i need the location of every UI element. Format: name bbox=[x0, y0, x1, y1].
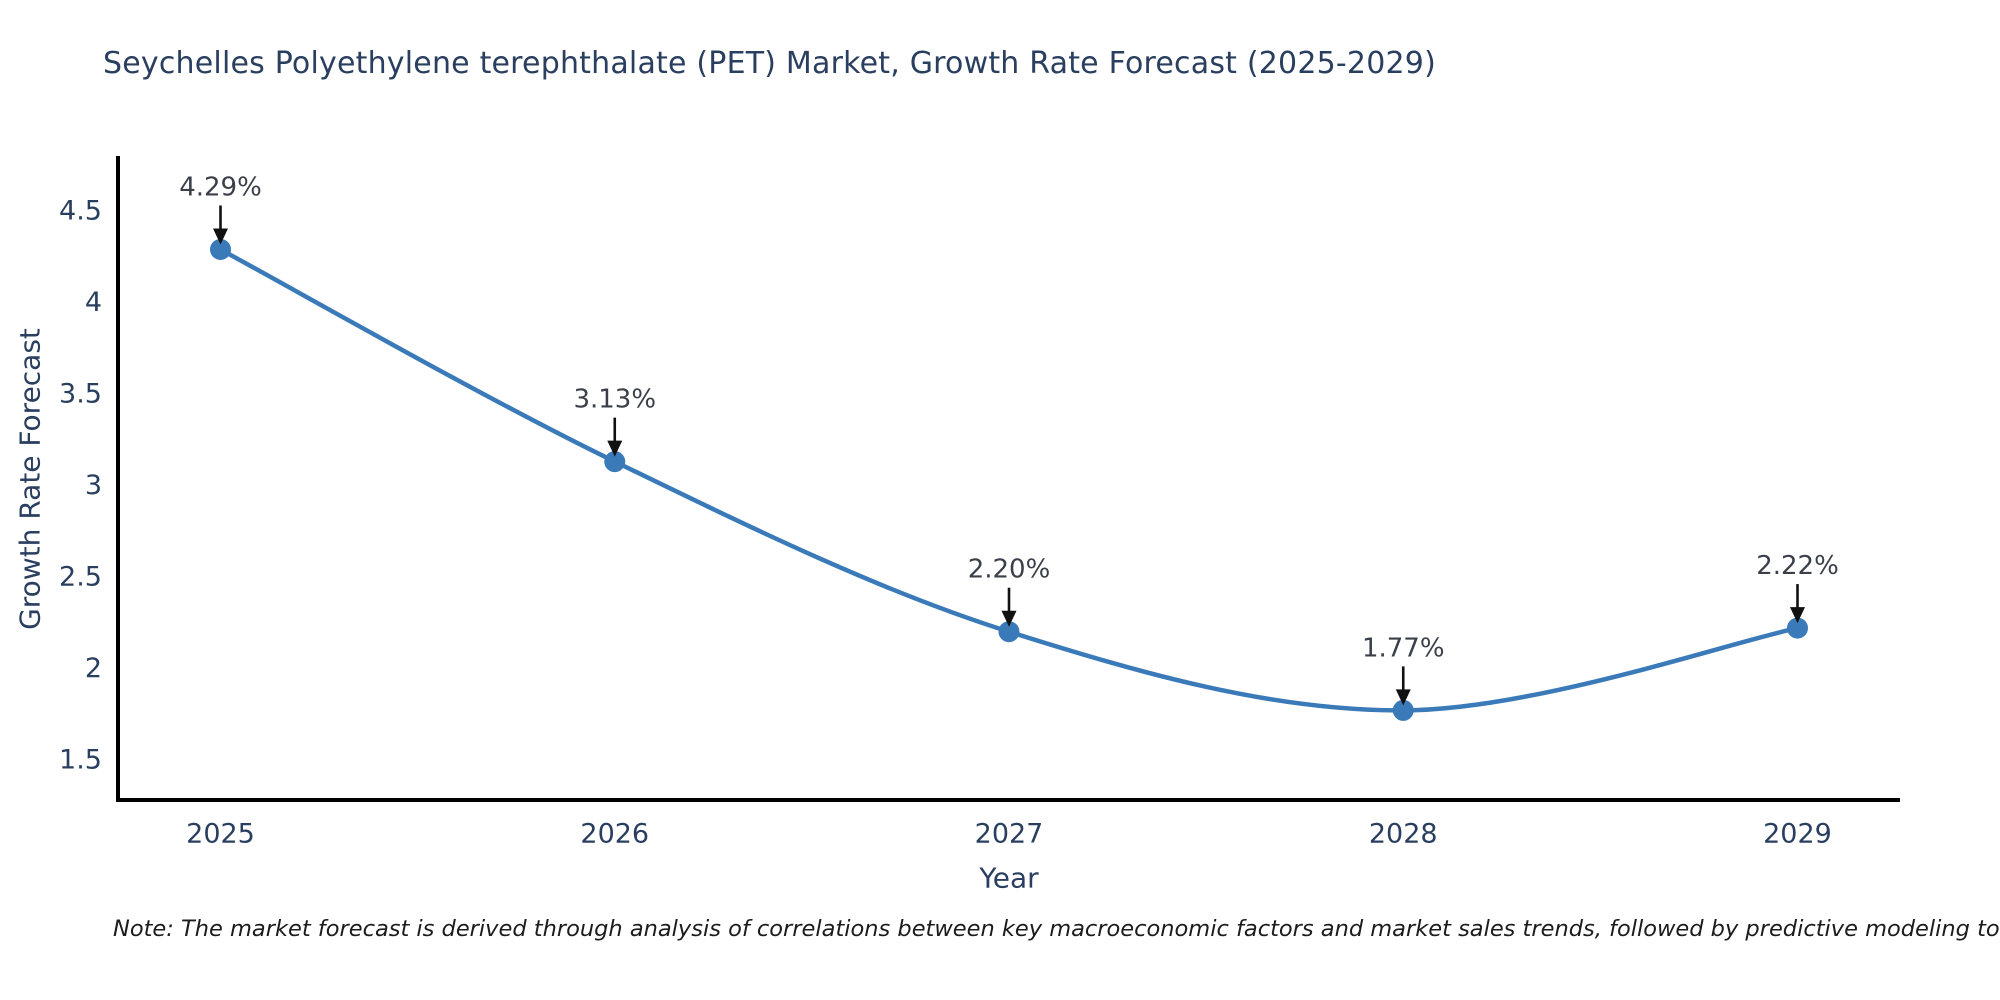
annotation-arrowhead bbox=[1395, 689, 1411, 706]
data-point-marker bbox=[1392, 699, 1414, 721]
annotation-arrowhead bbox=[1001, 610, 1017, 627]
data-point-marker bbox=[1786, 617, 1808, 639]
annotation-label: 1.77% bbox=[1362, 633, 1445, 663]
y-tick-label: 3.5 bbox=[59, 378, 102, 409]
y-tick-label: 2 bbox=[85, 653, 102, 684]
x-tick-label: 2027 bbox=[975, 819, 1044, 850]
y-tick-label: 2.5 bbox=[59, 561, 102, 592]
x-tick-label: 2025 bbox=[186, 819, 255, 850]
annotation-label: 2.20% bbox=[968, 555, 1051, 585]
y-tick-label: 4.5 bbox=[59, 196, 102, 227]
annotation-arrowhead bbox=[213, 228, 229, 245]
data-point-marker bbox=[998, 621, 1020, 643]
annotation-label: 4.29% bbox=[179, 172, 262, 202]
footnote: Note: The market forecast is derived thr… bbox=[113, 916, 2000, 942]
x-tick-label: 2028 bbox=[1369, 819, 1438, 850]
y-axis-title: Growth Rate Forecast bbox=[14, 328, 47, 630]
x-tick-label: 2026 bbox=[580, 819, 649, 850]
annotation-arrowhead bbox=[1789, 607, 1805, 624]
y-tick-label: 4 bbox=[85, 287, 102, 318]
x-tick-label: 2029 bbox=[1763, 819, 1832, 850]
annotation-label: 2.22% bbox=[1756, 551, 1839, 581]
data-point-marker bbox=[604, 451, 626, 473]
y-tick-label: 1.5 bbox=[59, 744, 102, 775]
y-tick-label: 3 bbox=[85, 470, 102, 501]
annotation-arrowhead bbox=[607, 440, 623, 457]
annotation-label: 3.13% bbox=[573, 385, 656, 415]
x-axis-title: Year bbox=[978, 862, 1039, 895]
chart-title: Seychelles Polyethylene terephthalate (P… bbox=[103, 46, 1436, 81]
data-point-marker bbox=[210, 238, 232, 260]
